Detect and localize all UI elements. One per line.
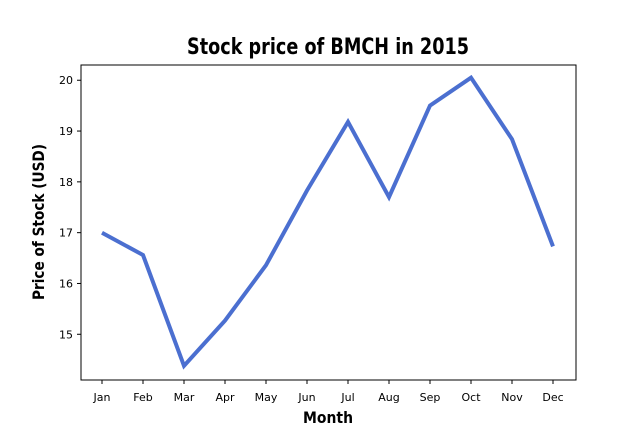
y-tick-label: 18 <box>59 176 73 189</box>
x-tick-label: Feb <box>133 391 152 404</box>
x-tick-label: Sep <box>420 391 441 404</box>
y-tick-label: 17 <box>59 227 73 240</box>
y-tick-label: 15 <box>59 328 73 341</box>
x-tick-label: Apr <box>215 391 235 404</box>
x-tick-label: Nov <box>501 391 523 404</box>
chart-title: Stock price of BMCH in 2015 <box>187 35 469 60</box>
x-tick-label: Jan <box>93 391 111 404</box>
plot-frame <box>80 64 577 381</box>
y-tick-label: 19 <box>59 125 73 138</box>
y-tick-label: 20 <box>59 74 73 87</box>
plot-area: 15 16 17 18 19 20 Jan Feb Mar Apr May Jun Jul Aug Sep O… <box>59 64 577 404</box>
series-line <box>101 74 555 370</box>
x-tick-label: Oct <box>461 391 481 404</box>
y-axis-label: Price of Stock (USD) <box>29 144 48 300</box>
x-tick-label: Dec <box>542 391 563 404</box>
x-tick-label: Jun <box>297 391 315 404</box>
x-tick-label: Mar <box>174 391 195 404</box>
y-tick-label: 16 <box>59 277 73 290</box>
x-tick-label: Aug <box>378 391 399 404</box>
x-tick-label: May <box>255 391 278 404</box>
x-tick-label: Jul <box>340 391 354 404</box>
x-axis-label: Month <box>303 408 353 427</box>
